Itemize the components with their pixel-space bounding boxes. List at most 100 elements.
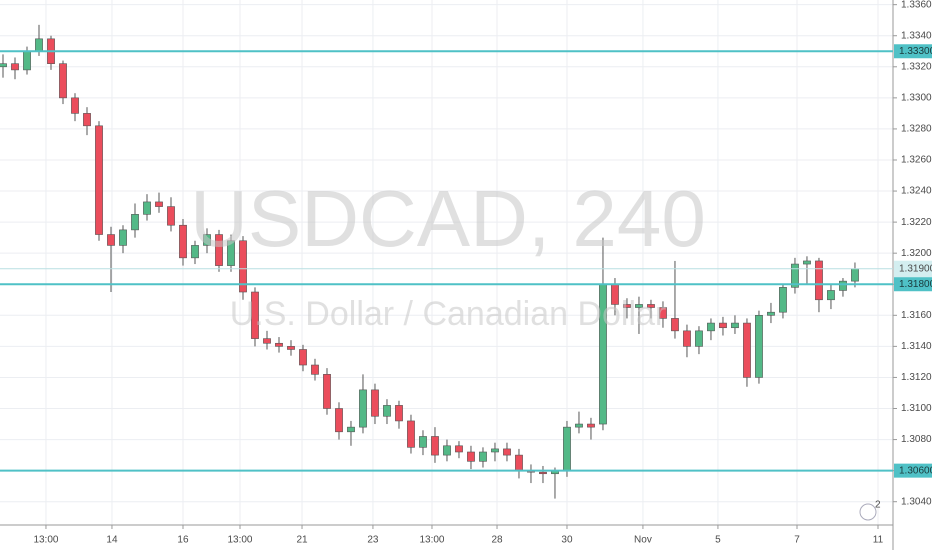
level-label: 1.31800 [899,279,932,290]
badge-icon[interactable] [859,503,877,521]
candle-body [179,224,187,259]
x-tick-label: 21 [296,535,308,546]
level-box [894,44,932,59]
y-tick-label: 1.32800 [901,124,932,135]
level-label: 1.30600 [899,465,932,476]
level-box [894,277,932,292]
y-tick-label: 1.31000 [901,403,932,414]
y-tick-label: 1.30800 [901,434,932,445]
candle-body [431,436,439,456]
candle-body [119,229,127,246]
candle-body [539,471,547,475]
x-tick-label: 14 [106,535,118,546]
candle-body [0,63,7,68]
candle-body [743,322,751,378]
x-tick-label: 28 [491,535,503,546]
candle-body [83,113,91,127]
badge-count[interactable]: 2 [875,500,881,511]
plot-layer [0,0,893,525]
candle-body [347,426,355,433]
candle-body [155,201,163,207]
level-label: 1.33300 [899,46,932,57]
x-tick-label: 30 [561,535,573,546]
candle-body [371,389,379,417]
candle-body [359,389,367,428]
candle-body [755,315,763,378]
candle-body [275,342,283,347]
candle-body [707,322,715,332]
watermark-subtitle: U.S. Dollar / Canadian Dollar [230,295,667,333]
y-tick-label: 1.31400 [901,341,932,352]
y-tick-label: 1.31200 [901,372,932,383]
candle-body [35,38,43,52]
x-tick-label: 13:00 [227,535,252,546]
y-tick-label: 1.33400 [901,30,932,41]
candle-body [731,322,739,329]
candle-body [827,290,835,301]
candle-body [647,304,655,308]
candle-body [11,63,19,71]
candle-body [575,423,583,428]
candle-body [479,451,487,462]
candle-body [299,349,307,366]
x-tick-label: 5 [715,535,721,546]
candle-body [107,234,115,246]
last-price-label: 1.31900 [899,263,932,274]
candle-body [419,436,427,448]
candle-body [815,260,823,301]
candle-body [851,268,859,282]
candle-body [191,245,199,259]
candle-body [407,420,415,448]
candle-body [659,307,667,319]
x-tick-label: 16 [177,535,189,546]
candle-body [203,234,211,246]
candle-body [719,322,727,329]
candle-body [251,291,259,339]
candle-body [779,287,787,313]
candle-body [455,445,463,453]
candle-body [443,445,451,456]
x-tick-label: 13:00 [33,535,58,546]
y-tick-label: 1.32200 [901,217,932,228]
y-tick-label: 1.30400 [901,496,932,507]
candle-body [563,426,571,471]
y-tick-label: 1.33200 [901,61,932,72]
candle-body [803,260,811,265]
x-tick-label: Nov [634,535,652,546]
candle-body [311,364,319,375]
candle-body [167,206,175,226]
candle-body [395,405,403,422]
candle-body [59,63,67,99]
y-tick-label: 1.31600 [901,310,932,321]
y-tick-label: 1.32400 [901,186,932,197]
candle-body [215,234,223,266]
x-tick-label: 23 [367,535,379,546]
candle-body [239,240,247,293]
level-box [894,463,932,478]
candle-body [515,454,523,471]
candle-body [767,311,775,316]
candle-body [131,214,139,231]
candle-body [383,405,391,417]
candle-body [143,201,151,215]
candle-body [695,330,703,347]
candle-body [71,97,79,114]
candle-body [791,263,799,288]
candle-body [263,338,271,344]
candle-body [491,448,499,453]
candle-body [587,423,595,428]
candle-body [335,408,343,433]
y-tick-label: 1.33600 [901,0,932,10]
candle-body [23,50,31,71]
candle-body [683,330,691,347]
x-tick-label: 11 [873,535,884,546]
candle-body [95,125,103,235]
candle-body [503,448,511,456]
candle-body [227,240,235,266]
x-tick-label: 13:00 [419,535,444,546]
candle-body [287,346,295,350]
candle-body [635,304,643,308]
candle-body [323,374,331,409]
